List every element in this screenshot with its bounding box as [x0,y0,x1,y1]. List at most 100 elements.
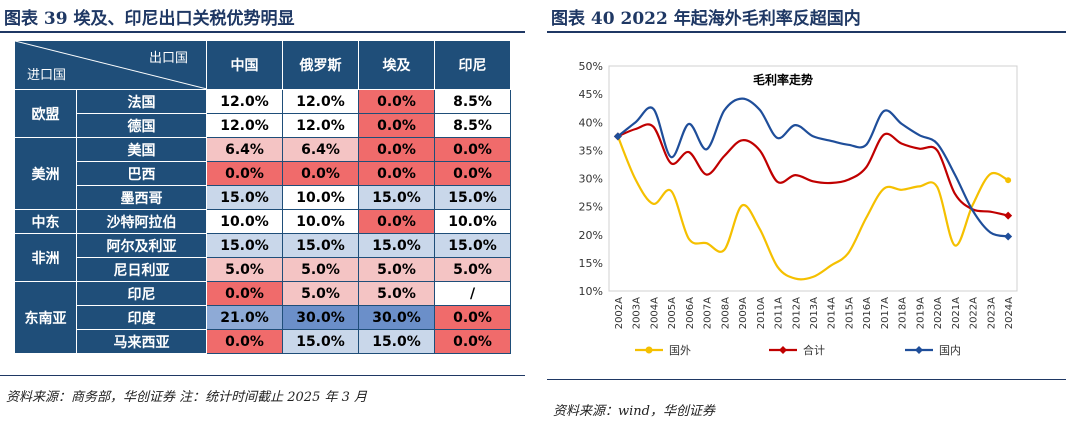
legend-label: 国内 [939,343,961,357]
legend-marker [645,346,653,354]
x-tick-label: 2023A [986,297,997,329]
x-tick-label: 2020A [933,297,944,329]
series-line-0 [616,135,1009,281]
column-header: 俄罗斯 [282,40,359,90]
tariff-cell: 5.0% [282,257,359,282]
table-row: 非洲 阿尔及利亚 15.0% 15.0% 15.0% 15.0% [14,233,511,282]
margin-line-chart: 10% 15% 20% 25% 30% 35% 40% 45% 50% 2002A 2003A 200… [579,60,1018,357]
country-label: 巴西 [76,161,207,186]
tariff-cell: 30.0% [282,305,359,330]
x-tick-label: 2010A [756,297,767,329]
country-label: 德国 [76,113,207,138]
exporter-label: 出口国 [148,51,188,66]
y-tick-label: 45% [579,88,603,101]
series-point [613,132,622,141]
x-tick-label: 2024A [1004,297,1015,329]
tariff-cell: 21.0% [206,305,283,330]
country-label: 阿尔及利亚 [76,233,207,258]
tariff-cell: 12.0% [282,89,359,114]
country-label: 印度 [76,305,207,330]
y-tick-label: 30% [579,173,603,186]
y-tick-label: 35% [579,144,603,157]
tariff-cell: 0.0% [358,113,435,138]
tariff-cell: 15.0% [206,185,283,210]
tariff-cell: 8.5% [434,113,511,138]
tariff-cell: 5.0% [358,257,435,282]
tariff-cell: 0.0% [282,161,359,186]
table-row: 巴西 0.0% 0.0% 0.0% 0.0% [15,161,511,186]
x-tick-label: 2021A [951,297,962,329]
chart-title: 毛利率走势 [753,72,813,87]
x-tick-label: 2018A [898,297,909,329]
tariff-cell: 15.0% [282,233,359,258]
tariff-table: 出口国 进口国 中国 俄罗斯 埃及 印尼 欧盟 法国 12.0% 12.0% 0.0% 8.5% 德国 1… [14,40,511,354]
tariff-cell: 10.0% [206,209,283,234]
country-label: 墨西哥 [76,185,207,210]
country-label: 印尼 [76,281,207,306]
tariff-cell: 0.0% [206,161,283,186]
chart-source-note: 资料来源：wind，华创证券 [553,404,715,419]
tariff-cell: 0.0% [434,305,511,330]
x-tick-label: 2006A [685,297,696,329]
y-tick-label: 15% [579,257,603,270]
table-row: 欧盟 法国 12.0% 12.0% 0.0% 8.5% [14,89,511,138]
tariff-cell: 0.0% [358,209,435,234]
tariff-cell: 15.0% [282,329,359,354]
x-tick-label: 2014A [827,297,838,329]
tariff-cell: 0.0% [358,161,435,186]
series-line-1 [617,123,1009,217]
tariff-cell: 0.0% [358,89,435,114]
legend-label: 国外 [669,344,691,357]
region-label: 中东 [14,209,77,234]
tariff-cell: 0.0% [434,161,511,186]
tariff-cell: 15.0% [434,233,511,258]
x-tick-label: 2017A [880,297,891,329]
x-tick-label: 2015A [844,297,855,329]
country-label: 尼日利亚 [76,257,207,282]
table-row: 印度 21.0% 30.0% 30.0% 0.0% [15,305,511,330]
x-tick-label: 2002A [614,297,625,329]
source-rule [0,375,525,376]
region-label: 欧盟 [14,89,77,138]
tariff-cell: 15.0% [206,233,283,258]
importer-label: 进口国 [27,68,67,83]
tariff-cell: 6.4% [206,137,283,162]
table-row: 马来西亚 0.0% 15.0% 15.0% 0.0% [15,329,511,354]
country-label: 法国 [76,89,207,114]
plot-area [608,65,1018,292]
x-tick-label: 2009A [738,297,749,329]
chart-figure-title: 图表 40 2022 年起海外毛利率反超国内 [551,9,861,29]
tariff-cell: 5.0% [434,257,511,282]
x-tick-label: 2022A [969,297,980,329]
tariff-cell: 12.0% [206,113,283,138]
table-row: 东南亚 印尼 0.0% 5.0% 5.0% / [14,281,511,354]
tariff-cell: 15.0% [358,233,435,258]
column-header: 埃及 [358,40,435,90]
tariff-cell: 15.0% [358,329,435,354]
tariff-cell: 5.0% [206,257,283,282]
tariff-cell: 15.0% [434,185,511,210]
table-row: 美洲 美国 6.4% 6.4% 0.0% 0.0% [14,137,511,210]
tariff-cell: 10.0% [282,185,359,210]
country-label: 美国 [76,137,207,162]
tariff-cell: 0.0% [206,329,283,354]
tariff-cell: 10.0% [282,209,359,234]
tariff-cell: 12.0% [206,89,283,114]
tariff-cell: 10.0% [434,209,511,234]
x-tick-label: 2003A [632,297,643,329]
tariff-cell: / [434,281,511,306]
country-label: 沙特阿拉伯 [76,209,207,234]
tariff-cell: 0.0% [434,329,511,354]
tariff-cell: 6.4% [282,137,359,162]
source-rule [547,379,1066,380]
title-rule [0,31,525,33]
tariff-cell: 5.0% [282,281,359,306]
tariff-cell: 8.5% [434,89,511,114]
column-header: 印尼 [434,40,511,90]
table-row: 德国 12.0% 12.0% 0.0% 8.5% [15,113,511,138]
tariff-cell: 12.0% [282,113,359,138]
series-point [1004,232,1013,241]
region-label: 东南亚 [14,281,77,354]
series-point [1004,211,1013,220]
x-tick-label: 2011A [774,297,785,329]
